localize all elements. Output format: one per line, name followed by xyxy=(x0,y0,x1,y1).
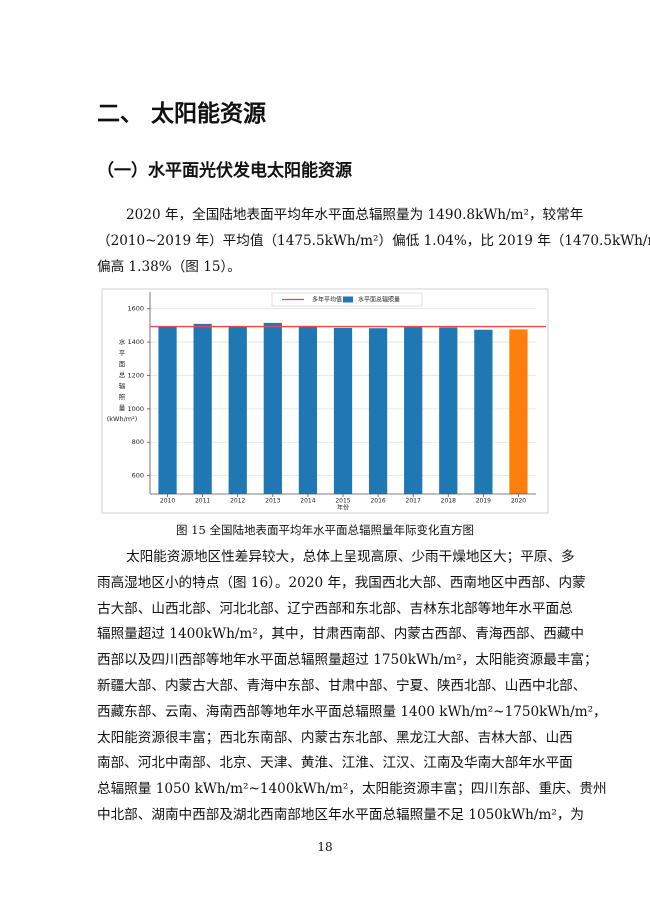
text-line: 新疆大部、内蒙古大部、青海中东部、甘肃中部、宁夏、陕西北部、山西中北部、 xyxy=(97,678,587,694)
y-tick-label: 1200 xyxy=(127,371,144,379)
y-tick-label: 600 xyxy=(132,472,144,480)
text-line: 西藏东部、云南、海南西部等地年水平面总辐照量 1400 kWh/m²~1750k… xyxy=(97,703,607,720)
bar xyxy=(439,327,458,494)
chart: 600 800 1000 1200 1400 1600 2010 2011 2012 2013 20… xyxy=(101,288,549,514)
x-axis-label: 年份 xyxy=(337,504,349,512)
text-line: 辐照量超过 1400kWh/m²，其中，甘肃西南部、内蒙古西部、青海西部、西藏中 xyxy=(97,626,585,643)
legend-label: 多年平均值 xyxy=(312,296,342,304)
bar xyxy=(263,322,282,494)
y-axis-label: 水平面总辐照量(kWh/m²) xyxy=(107,337,138,423)
x-tick-label: 2014 xyxy=(300,498,315,505)
bar xyxy=(368,328,388,494)
bar xyxy=(509,329,528,494)
subheading: （一）水平面光伏发电太阳能资源 xyxy=(97,161,352,181)
text-line: 太阳能资源很丰富；西北东南部、内蒙古东北部、黑龙江大部、吉林大部、山西 xyxy=(97,729,573,746)
text-line: 太阳能资源地区性差异较大，总体上呈现高原、少雨干燥地区大；平原、多 xyxy=(126,549,575,565)
bar xyxy=(333,327,353,494)
x-tick-label: 2013 xyxy=(265,498,280,505)
x-tick-label: 2012 xyxy=(230,498,245,505)
text-line: （2010~2019 年）平均值（1475.5kWh/m²）偏低 1.04%，比… xyxy=(97,233,650,249)
x-tick-label: 2018 xyxy=(441,498,456,505)
y-tick-label: 1400 xyxy=(127,338,144,346)
text-line: 中北部、湖南中西部及湖北西南部地区年水平面总辐照量不足 1050kWh/m²，为 xyxy=(97,807,585,823)
bar xyxy=(158,326,177,494)
legend-label: 水平面总辐照量 xyxy=(358,296,400,304)
y-tick-label: 1600 xyxy=(127,305,144,313)
figure-caption: 图 15 全国陆地表面平均年水平面总辐照量年际变化直方图 xyxy=(176,523,474,537)
x-tick-label: 2010 xyxy=(160,498,175,505)
text-line: 雨高湿地区小的特点（图 16）。2020 年，我国西北大部、西南地区中西部、内蒙 xyxy=(97,574,586,591)
bar xyxy=(474,329,493,494)
legend: 多年平均值 水平面总辐照量 xyxy=(271,292,423,307)
text-line: 2020 年，全国陆地表面平均年水平面总辐照量为 1490.8kWh/m²，较常… xyxy=(126,207,584,223)
x-tick-label: 2015 xyxy=(335,498,350,505)
x-tick-label: 2019 xyxy=(476,498,491,505)
y-tick-label: 800 xyxy=(132,438,144,446)
x-tick-label: 2020 xyxy=(511,498,526,505)
text-line: 古大部、山西北部、河北北部、辽宁西部和东北部、吉林东北部等地年水平面总 xyxy=(97,600,573,617)
x-tick-label: 2017 xyxy=(406,498,421,505)
x-tick-label: 2016 xyxy=(370,498,385,505)
heading: 二、 太阳能资源 xyxy=(97,101,267,127)
page-number: 18 xyxy=(317,840,333,854)
chart-frame xyxy=(101,288,549,514)
bar xyxy=(298,325,318,494)
x-tick-label: 2011 xyxy=(195,498,210,505)
text-line: 总辐照量 1050 kWh/m²~1400kWh/m²，太阳能资源丰富；四川东部… xyxy=(97,781,607,798)
text-line: 偏高 1.38%（图 15）。 xyxy=(97,259,241,275)
bar xyxy=(404,327,423,494)
y-tick-label: 1000 xyxy=(127,405,144,413)
legend-swatch xyxy=(343,296,353,303)
bar xyxy=(228,326,247,494)
bar xyxy=(193,323,212,494)
text-line: 南部、河北中南部、北京、天津、黄淮、江淮、江汉、江南及华南大部年水平面 xyxy=(97,755,573,772)
text-line: 西部以及四川西部等地年水平面总辐照量超过 1750kWh/m²，太阳能资源最丰富… xyxy=(97,652,598,669)
